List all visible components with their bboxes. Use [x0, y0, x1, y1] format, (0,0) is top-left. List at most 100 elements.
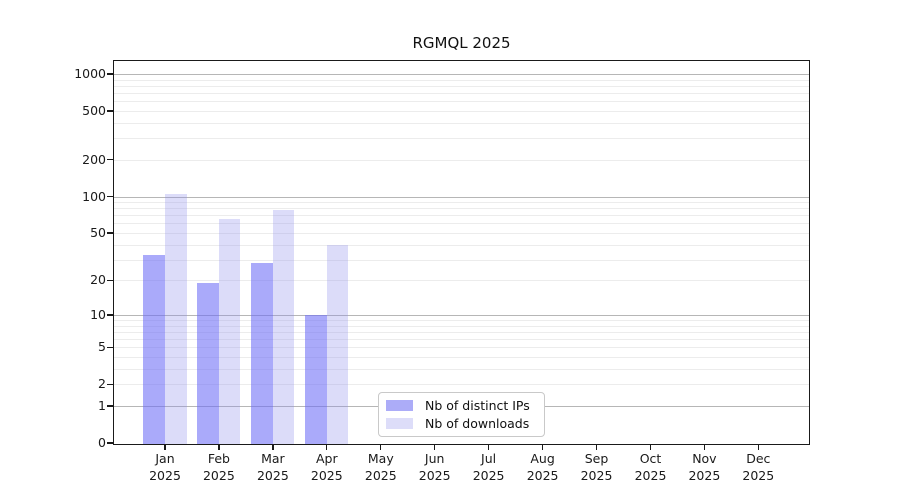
- x-tick-year: 2025: [256, 467, 289, 483]
- y-tick-mark: [107, 110, 113, 112]
- plot-area: [113, 60, 810, 445]
- x-tick-year: 2025: [202, 467, 235, 483]
- y-tick-mark: [107, 73, 113, 75]
- y-tick-mark: [107, 314, 113, 316]
- minor-gridline: [113, 138, 810, 140]
- legend-item-downloads: Nb of downloads: [386, 416, 536, 431]
- bar-downloads: [218, 219, 241, 445]
- y-tick-label: 50: [90, 225, 106, 240]
- minor-gridline: [113, 320, 810, 321]
- bar-distinct-ips: [143, 254, 165, 445]
- x-tick-mark: [541, 445, 544, 450]
- legend-swatch-ips: [386, 400, 413, 411]
- x-tick-mark: [703, 445, 706, 450]
- y-tick-label: 20: [90, 272, 106, 288]
- y-tick-mark: [107, 442, 113, 444]
- y-tick-mark: [107, 232, 113, 234]
- x-tick-label: Feb 2025: [191, 451, 247, 484]
- major-gridline: [113, 314, 810, 316]
- x-tick-year: 2025: [472, 467, 505, 483]
- y-tick-mark: [107, 346, 113, 348]
- minor-gridline: [113, 208, 810, 210]
- minor-gridline: [113, 101, 810, 103]
- x-tick-mark: [164, 445, 166, 450]
- y-tick-mark: [107, 383, 113, 385]
- y-tick-label: 1: [98, 398, 106, 413]
- y-tick-label: 5: [98, 339, 106, 355]
- y-tick-label: 200: [82, 151, 106, 167]
- chart-title: RGMQL 2025: [412, 34, 511, 52]
- x-tick-mark: [434, 445, 436, 450]
- x-tick-label: Aug 2025: [515, 451, 571, 484]
- x-tick-label: Dec 2025: [730, 451, 786, 484]
- x-tick-mark: [487, 445, 490, 450]
- minor-gridline: [113, 233, 810, 234]
- x-tick-mark: [380, 445, 382, 450]
- y-tick-label: 10: [90, 306, 106, 322]
- minor-gridline: [113, 202, 810, 203]
- minor-gridline: [113, 223, 810, 225]
- x-tick-label: Oct 2025: [623, 451, 679, 484]
- x-tick-mark: [757, 445, 759, 450]
- x-tick-mark: [326, 445, 328, 450]
- bar-downloads: [165, 193, 187, 445]
- bar-distinct-ips: [305, 314, 327, 445]
- minor-gridline: [113, 347, 810, 349]
- x-tick-label: Jan 2025: [137, 451, 193, 484]
- y-tick-label: 1000: [74, 65, 106, 81]
- minor-gridline: [113, 331, 810, 333]
- y-tick-mark: [107, 159, 113, 161]
- legend-label-distinct-ips: Nb of distinct IPs: [425, 398, 530, 413]
- legend: Nb of distinct IPs Nb of downloads: [378, 392, 545, 437]
- plot-frame: [113, 60, 810, 445]
- bar-distinct-ips: [197, 283, 219, 445]
- major-gridline: [113, 196, 810, 198]
- x-tick-label: Jun 2025: [407, 451, 463, 484]
- x-tick-year: 2025: [364, 467, 397, 483]
- minor-gridline: [113, 244, 810, 246]
- x-tick-label: Nov 2025: [676, 451, 732, 484]
- minor-gridline: [113, 339, 810, 341]
- y-tick-mark: [107, 405, 113, 407]
- y-tick-mark: [107, 279, 113, 282]
- x-tick-label: May 2025: [353, 451, 409, 484]
- legend-label-downloads: Nb of downloads: [425, 416, 530, 431]
- bar-downloads: [326, 244, 349, 445]
- bar-downloads: [272, 210, 295, 445]
- x-tick-label: Mar 2025: [245, 451, 301, 484]
- x-tick-mark: [649, 445, 652, 450]
- bar-distinct-ips: [251, 263, 273, 445]
- minor-gridline: [113, 85, 810, 87]
- minor-gridline: [113, 159, 810, 161]
- x-tick-year: 2025: [580, 467, 613, 483]
- minor-gridline: [113, 122, 810, 124]
- minor-gridline: [113, 215, 810, 217]
- minor-gridline: [113, 79, 810, 81]
- x-tick-year: 2025: [310, 467, 343, 483]
- minor-gridline: [113, 259, 810, 261]
- x-tick-year: 2025: [634, 467, 667, 483]
- y-tick-mark: [107, 195, 113, 198]
- x-tick-label: Apr 2025: [299, 451, 355, 484]
- minor-gridline: [113, 93, 810, 94]
- y-tick-label: 2: [98, 376, 106, 392]
- x-tick-mark: [272, 445, 274, 450]
- minor-gridline: [113, 384, 810, 386]
- x-tick-year: 2025: [688, 467, 721, 483]
- minor-gridline: [113, 368, 810, 370]
- x-tick-year: 2025: [149, 467, 181, 483]
- x-tick-mark: [218, 445, 220, 450]
- x-tick-mark: [595, 445, 598, 450]
- x-tick-year: 2025: [526, 467, 559, 483]
- x-tick-label: Jul 2025: [461, 451, 517, 484]
- minor-gridline: [113, 325, 810, 327]
- y-tick-label: 500: [82, 102, 106, 118]
- y-tick-label: 0: [98, 435, 106, 450]
- x-tick-year: 2025: [742, 467, 775, 483]
- major-gridline: [113, 73, 810, 75]
- x-tick-label: Sep 2025: [569, 451, 625, 484]
- minor-gridline: [113, 357, 810, 358]
- legend-item-distinct-ips: Nb of distinct IPs: [386, 398, 536, 413]
- minor-gridline: [113, 110, 810, 112]
